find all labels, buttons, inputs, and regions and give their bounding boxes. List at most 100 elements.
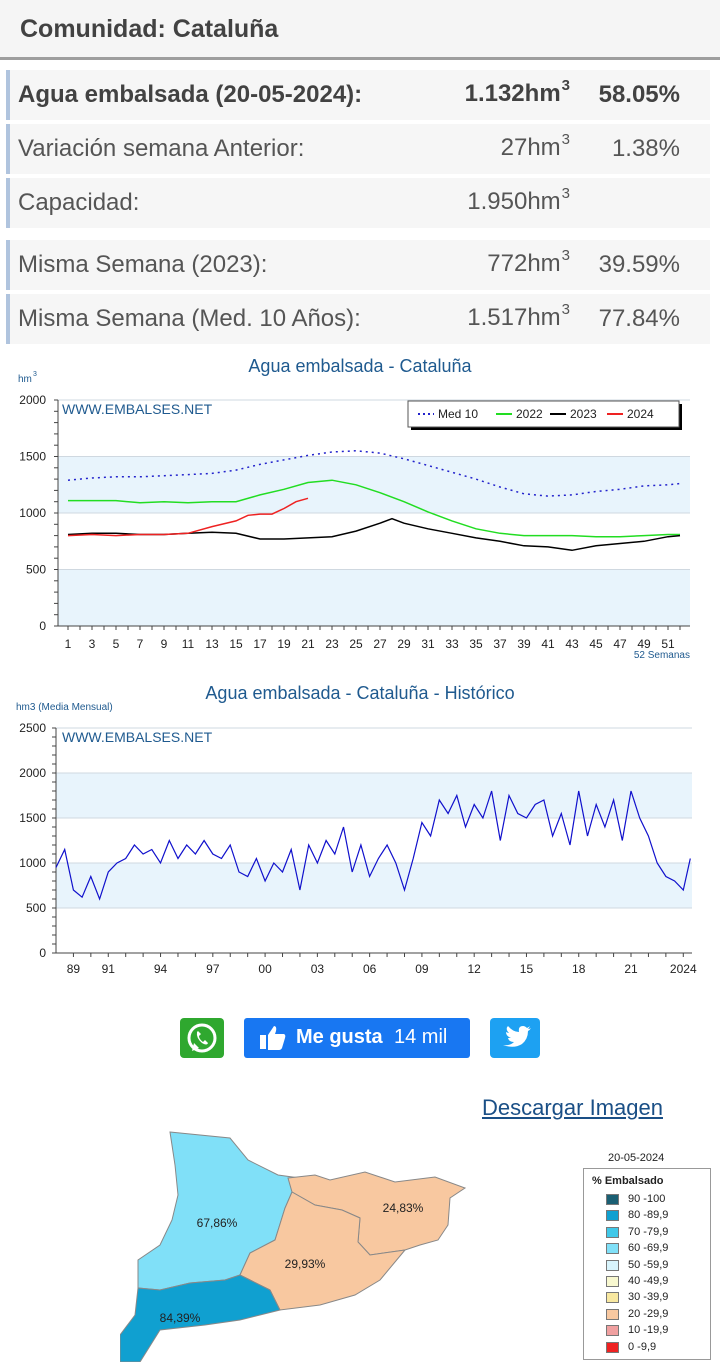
x-tick-label: 2024 (670, 962, 697, 976)
map-label-region-3: 29,93% (285, 1257, 326, 1271)
x-tick-label: 00 (258, 962, 272, 976)
x-axis-label: 52 Semanas (634, 650, 690, 661)
whatsapp-icon (187, 1023, 217, 1053)
x-tick-label: 23 (325, 637, 339, 651)
series-line-2024 (67, 497, 309, 537)
y-tick-label: 2000 (19, 393, 46, 407)
legend-item-label: 0 -9,9 (628, 1340, 657, 1353)
chart-history-title: Agua embalsada - Cataluña - Histórico (205, 683, 515, 703)
stat-label: Agua embalsada (20-05-2024): (18, 81, 363, 108)
x-tick-label: 51 (661, 637, 675, 651)
legend-swatch (606, 1308, 619, 1320)
legend-swatch (606, 1226, 619, 1238)
legend-label: 2024 (627, 407, 654, 421)
stat-row-current: Agua embalsada (20-05-2024): 1.132hm3 58… (6, 70, 710, 120)
grid-band (56, 773, 692, 818)
stat-label: Misma Semana (2023): (18, 251, 268, 278)
map-label-region-4: 84,39% (160, 1311, 201, 1325)
x-tick-label: 7 (137, 637, 144, 651)
stat-percent: 39.59% (598, 251, 680, 278)
map-region-center (239, 1191, 407, 1311)
legend-item-label: 10 -19,9 (628, 1324, 669, 1337)
x-tick-label: 89 (67, 962, 81, 976)
x-tick-label: 03 (311, 962, 325, 976)
legend-swatch (606, 1292, 619, 1304)
y-axis-unit-sup: 3 (33, 371, 37, 378)
download-image-link[interactable]: Descargar Imagen (482, 1095, 663, 1120)
legend-item-label: 30 -39,9 (628, 1291, 669, 1304)
chart-history: 0 500 1000 1500 2000 2500 89 91 94 97 00 03 06 09 12 15… (16, 702, 697, 976)
map-legend: % Embalsado 90 -100 80 -89,9 70 -79,9 60 -6… (583, 1168, 711, 1360)
y-tick-label: 1000 (19, 856, 46, 870)
legend-swatch (606, 1276, 619, 1287)
legend-label: 2022 (516, 407, 543, 421)
legend-swatch (606, 1194, 619, 1205)
x-tick-label: 15 (520, 962, 534, 976)
x-tick-label: 21 (624, 962, 638, 976)
facebook-like-button[interactable]: Me gusta 14 mil (244, 1018, 470, 1058)
stat-label: Misma Semana (Med. 10 Años): (18, 305, 361, 332)
twitter-share-button[interactable] (490, 1018, 540, 1058)
x-tick-label: 1 (65, 637, 72, 651)
series-line-med-10 (67, 450, 681, 497)
y-axis-unit: hm (18, 374, 32, 385)
stat-volume: 1.950hm3 (467, 185, 570, 215)
x-tick-label: 17 (253, 637, 267, 651)
x-tick-label: 45 (589, 637, 603, 651)
x-tick-label: 33 (445, 637, 459, 651)
y-tick-label: 0 (39, 619, 46, 633)
x-tick-label: 12 (468, 962, 482, 976)
y-tick-label: 2500 (19, 721, 46, 735)
grid-band (58, 513, 690, 570)
stat-percent: 77.84% (598, 305, 680, 332)
legend-date: 20-05-2024 (608, 1152, 665, 1164)
legend-item-label: 40 -49,9 (628, 1275, 669, 1287)
whatsapp-share-button[interactable] (180, 1018, 224, 1058)
stat-percent: 58.05% (598, 81, 680, 108)
legend-label: Med 10 (438, 407, 478, 421)
x-tick-label: 97 (206, 962, 220, 976)
x-tick-label: 5 (113, 637, 120, 651)
legend-swatch (606, 1341, 619, 1353)
stat-row-capacity: Capacidad: 1.950hm3 (6, 178, 710, 228)
legend-frame (407, 400, 680, 428)
x-tick-label: 47 (613, 637, 627, 651)
y-tick-label: 500 (26, 563, 46, 577)
x-tick-label: 13 (205, 637, 219, 651)
legend-item-label: 50 -59,9 (628, 1258, 669, 1271)
legend-item-label: 60 -69,9 (628, 1242, 669, 1255)
legend-swatch (606, 1325, 619, 1337)
stat-volume: 1.517hm3 (467, 301, 570, 331)
x-tick-label: 39 (517, 637, 531, 651)
series-line-2022 (68, 479, 680, 538)
y-tick-label: 1500 (19, 811, 46, 825)
stat-row-same-week-10y: Misma Semana (Med. 10 Años): 1.517hm3 77… (6, 294, 710, 344)
legend-item-label: 80 -89,9 (628, 1209, 669, 1222)
watermark: WWW.EMBALSES.NET (62, 729, 213, 745)
stat-volume: 27hm3 (500, 131, 570, 161)
legend-swatch (606, 1210, 619, 1222)
x-tick-label: 21 (301, 637, 315, 651)
x-tick-label: 31 (421, 637, 435, 651)
y-tick-label: 500 (26, 901, 46, 915)
x-tick-label: 35 (469, 637, 483, 651)
map-region-south (120, 1274, 281, 1362)
x-tick-label: 94 (154, 962, 168, 976)
x-tick-label: 27 (373, 637, 387, 651)
x-tick-label: 11 (182, 637, 195, 651)
x-tick-label: 19 (277, 637, 291, 651)
stat-row-weekly-change: Variación semana Anterior: 27hm3 1.38% (6, 124, 710, 174)
y-tick-label: 1000 (19, 506, 46, 520)
y-tick-label: 2000 (19, 766, 46, 780)
grid-band (56, 863, 692, 908)
thumbs-up-icon (260, 1026, 286, 1050)
x-tick-label: 37 (493, 637, 507, 651)
like-count: 14 mil (394, 1026, 448, 1048)
legend-swatch (606, 1243, 619, 1255)
page-header: Comunidad: Cataluña (0, 0, 720, 60)
x-tick-label: 91 (102, 962, 116, 976)
page-title: Comunidad: Cataluña (20, 15, 279, 43)
x-tick-label: 09 (415, 962, 429, 976)
legend-item-label: 20 -29,9 (628, 1307, 669, 1320)
